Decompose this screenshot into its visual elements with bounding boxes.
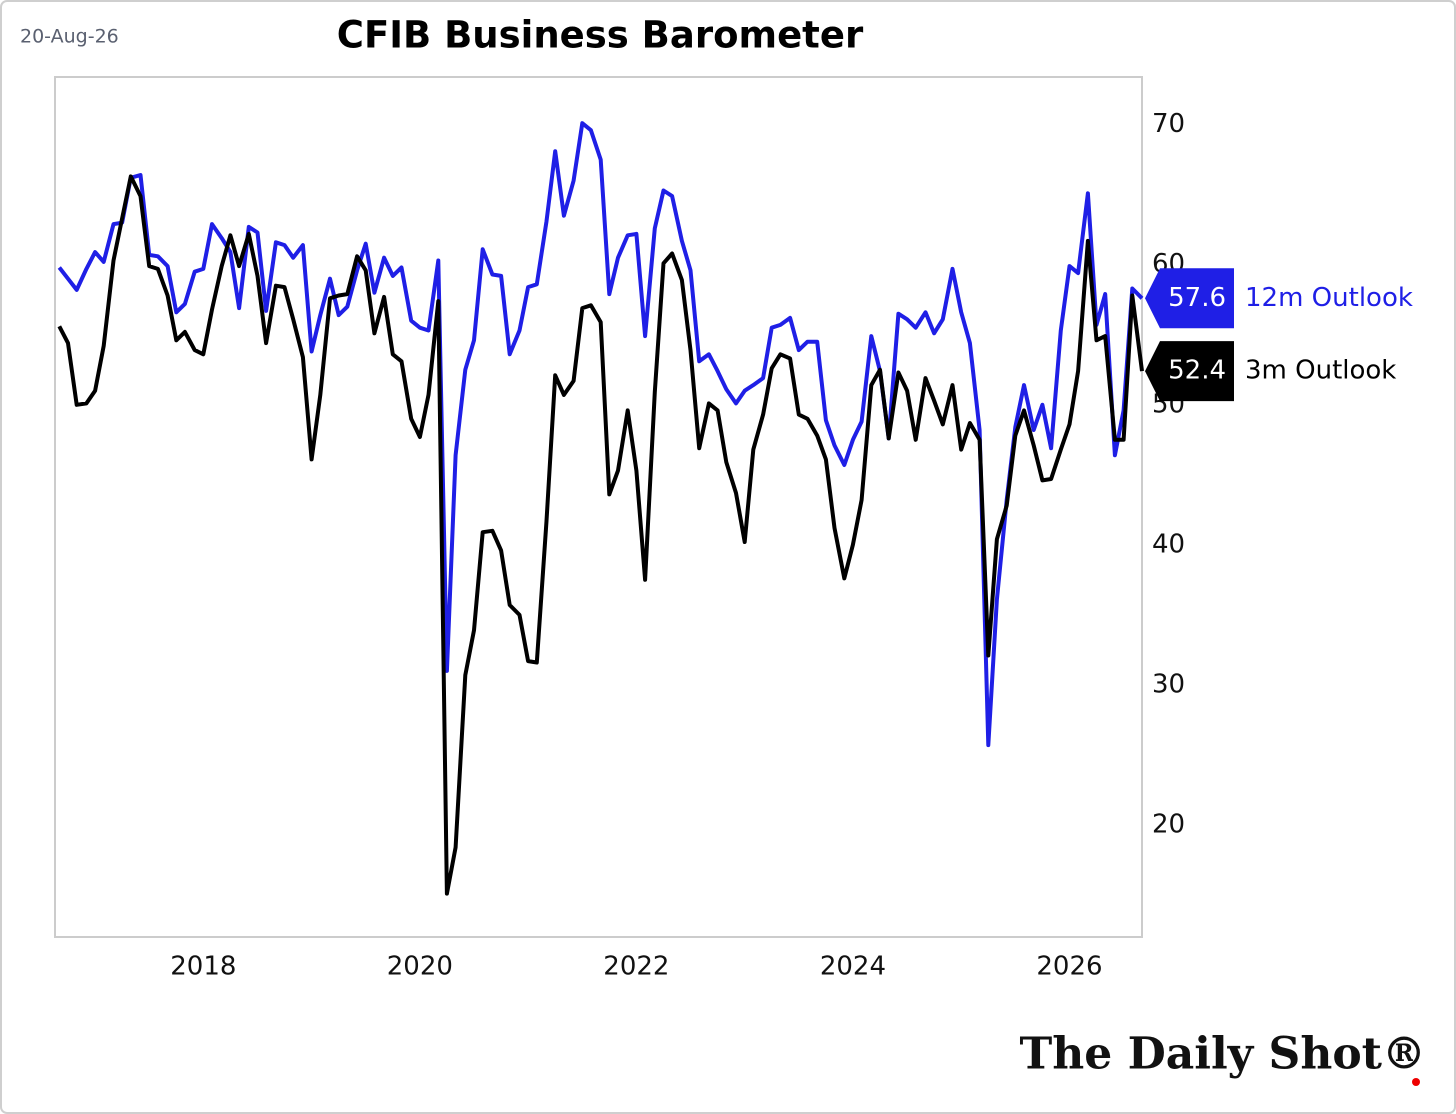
legend-label: 3m Outlook [1245,356,1396,386]
source-logo: The Daily Shot® [1020,1029,1426,1080]
y-tick-label: 20 [1152,809,1185,839]
value-tag-label: 57.6 [1168,283,1226,313]
line-series [57,174,1144,896]
line-series [57,121,1144,748]
plot-area [54,76,1143,938]
value-tag [1145,341,1234,402]
y-tick-label: 30 [1152,669,1185,699]
legend-label: 12m Outlook [1245,283,1413,313]
x-tick-label: 2018 [170,952,236,982]
x-tick-label: 2020 [387,952,453,982]
chart-title: CFIB Business Barometer [337,14,864,57]
logo-dot [1412,1078,1420,1086]
x-tick-label: 2022 [603,952,669,982]
y-tick-label: 70 [1152,109,1185,139]
y-tick-label: 40 [1152,529,1185,559]
value-tag-label: 52.4 [1168,356,1226,386]
x-tick-label: 2024 [820,952,886,982]
value-tag [1145,268,1234,329]
date: 20-Aug-26 [20,26,119,48]
x-tick-label: 2026 [1036,952,1102,982]
